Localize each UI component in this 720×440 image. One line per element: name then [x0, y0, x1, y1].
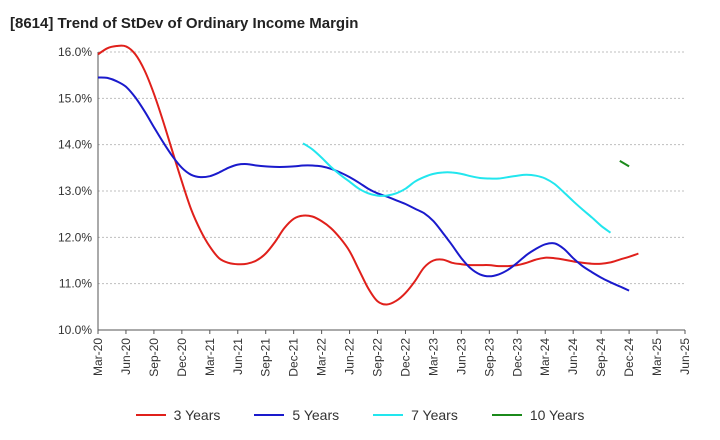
legend-swatch: [491, 414, 522, 416]
x-tick-label: Mar-23: [426, 338, 440, 376]
x-tick-label: Jun-21: [231, 338, 245, 375]
legend-swatch: [254, 414, 285, 416]
legend-label: 10 Years: [529, 407, 585, 423]
x-tick-label: Mar-25: [650, 338, 664, 376]
x-tick-label: Dec-23: [510, 338, 524, 377]
y-axis-tick-labels: 10.0% 11.0% 12.0% 13.0% 14.0% 15.0% 16.0%: [58, 45, 92, 337]
x-tick-label: Jun-23: [454, 338, 468, 375]
legend-item-7-years: 7 Years: [373, 405, 458, 425]
x-tick-label: Mar-20: [91, 338, 105, 376]
x-tick-label: Dec-22: [398, 338, 412, 377]
chart-legend: 3 Years 5 Years 7 Years 10 Years: [0, 405, 720, 425]
series-line-5-years: [97, 76, 630, 292]
legend-swatch: [373, 414, 404, 416]
x-tick-label: Dec-21: [287, 338, 301, 377]
x-tick-label: Dec-20: [175, 338, 189, 377]
x-axis-tick-labels: Mar-20 Jun-20 Sep-20 Dec-20 Mar-21 Jun-21 Sep-…: [91, 338, 692, 377]
x-tick-label: Dec-24: [622, 338, 636, 377]
y-tick-label: 11.0%: [59, 277, 92, 291]
y-tick-label: 13.0%: [58, 184, 92, 198]
x-tick-label: Jun-24: [566, 338, 580, 375]
x-tick-label: Jun-25: [678, 338, 692, 375]
series-line-10-years: [619, 160, 630, 168]
x-tick-label: Sep-21: [259, 338, 273, 377]
grid-lines: [98, 51, 685, 285]
legend-swatch: [135, 414, 166, 416]
x-tick-label: Jun-22: [343, 338, 357, 375]
series-line-7-years: [302, 142, 612, 234]
x-tick-label: Sep-23: [482, 338, 496, 377]
legend-label: 3 Years: [173, 407, 221, 423]
x-tick-label: Sep-22: [371, 338, 385, 377]
y-tick-label: 10.0%: [58, 323, 92, 337]
x-tick-label: Sep-24: [594, 338, 608, 377]
x-tick-label: Mar-24: [538, 338, 552, 376]
legend-item-10-years: 10 Years: [491, 405, 585, 425]
legend-item-3-years: 3 Years: [135, 405, 221, 425]
x-tick-label: Mar-22: [315, 338, 329, 376]
y-tick-label: 12.0%: [58, 230, 92, 244]
y-tick-label: 14.0%: [58, 138, 92, 152]
axes: [97, 52, 686, 334]
legend-label: 5 Years: [292, 407, 340, 423]
x-tick-label: Mar-21: [203, 338, 217, 376]
y-tick-label: 16.0%: [58, 45, 92, 59]
chart-title: [8614] Trend of StDev of Ordinary Income…: [10, 15, 359, 32]
x-tick-label: Jun-20: [119, 338, 133, 375]
series-line-3-years: [97, 44, 639, 306]
series-lines: [97, 44, 639, 306]
legend-item-5-years: 5 Years: [254, 405, 339, 425]
y-tick-label: 15.0%: [58, 91, 92, 105]
x-tick-label: Sep-20: [147, 338, 161, 377]
legend-label: 7 Years: [411, 407, 458, 423]
